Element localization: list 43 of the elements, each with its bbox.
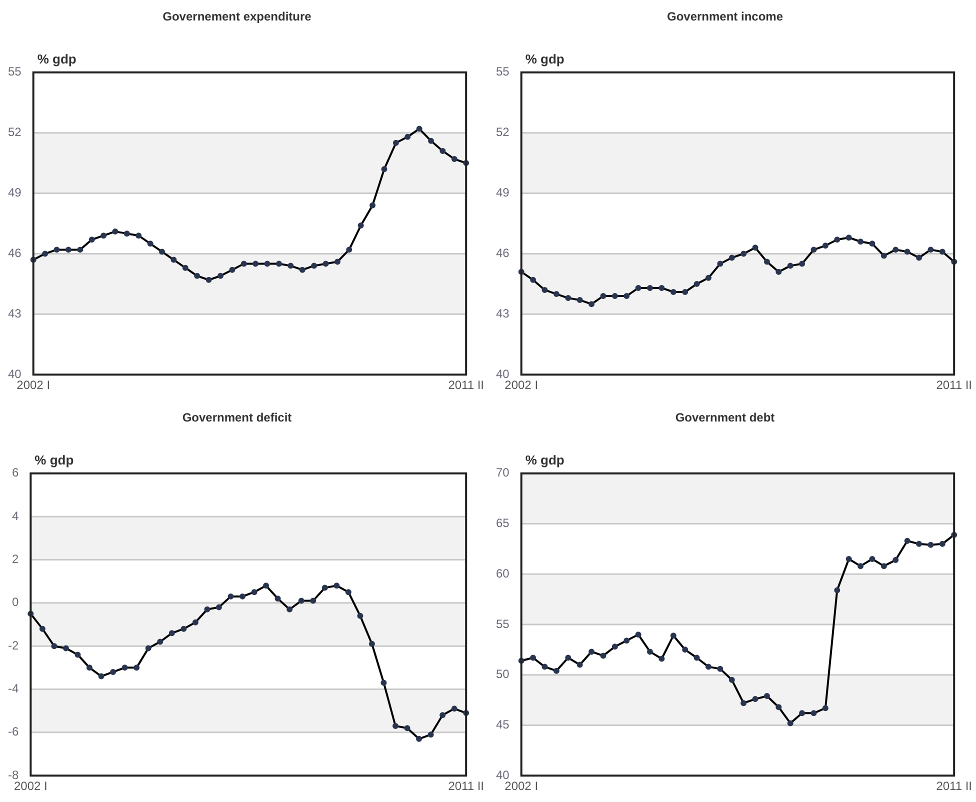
x-tick-label: 2011 II: [448, 378, 484, 392]
x-tick-label: 2011 II: [448, 779, 484, 794]
y-tick-label: 2: [12, 552, 19, 566]
y-tick-label: 43: [496, 306, 510, 320]
y-tick-label: 45: [496, 718, 510, 732]
y-tick-label: 52: [8, 125, 22, 140]
y-tick-label: 0: [12, 595, 19, 610]
y-tick-label: 55: [8, 64, 22, 79]
chart-title: Government deficit: [182, 410, 292, 425]
y-tick-label: -4: [8, 682, 19, 696]
y-axis-title: % gdp: [34, 452, 74, 468]
x-tick-label: 2002 I: [16, 378, 50, 392]
x-tick-label: 2002 I: [14, 779, 48, 794]
y-tick-label: 50: [496, 667, 510, 682]
y-tick-label: 40: [496, 768, 510, 782]
y-tick-label: 40: [496, 366, 510, 381]
y-tick-label: 60: [496, 566, 510, 580]
chart-title: Governement expenditure: [162, 10, 312, 24]
x-tick-label: 2011 II: [936, 779, 972, 794]
x-tick-label: 2002 I: [504, 779, 538, 794]
y-tick-label: 65: [496, 516, 510, 530]
y-tick-label: 46: [496, 246, 510, 260]
y-tick-label: -6: [8, 724, 19, 739]
chart-title: Government debt: [675, 410, 775, 425]
chart-title: Government income: [666, 10, 784, 24]
y-tick-label: 49: [8, 186, 22, 200]
y-tick-label: 4: [12, 508, 19, 523]
y-tick-label: 49: [496, 186, 510, 200]
x-tick-label: 2002 I: [504, 378, 538, 392]
y-tick-label: 46: [8, 246, 22, 260]
y-axis-title: % gdp: [37, 51, 76, 66]
y-tick-label: -8: [8, 768, 19, 782]
y-tick-label: 43: [8, 306, 22, 320]
y-tick-label: 55: [496, 616, 510, 631]
y-tick-label: 52: [496, 125, 510, 140]
y-tick-label: 40: [8, 366, 22, 381]
y-tick-label: 55: [496, 64, 510, 79]
y-tick-label: -2: [8, 638, 19, 652]
y-tick-label: 6: [12, 466, 19, 480]
y-axis-title: % gdp: [525, 452, 564, 468]
y-tick-label: 70: [496, 466, 510, 480]
y-axis-title: % gdp: [525, 51, 564, 66]
x-tick-label: 2011 II: [936, 378, 972, 392]
